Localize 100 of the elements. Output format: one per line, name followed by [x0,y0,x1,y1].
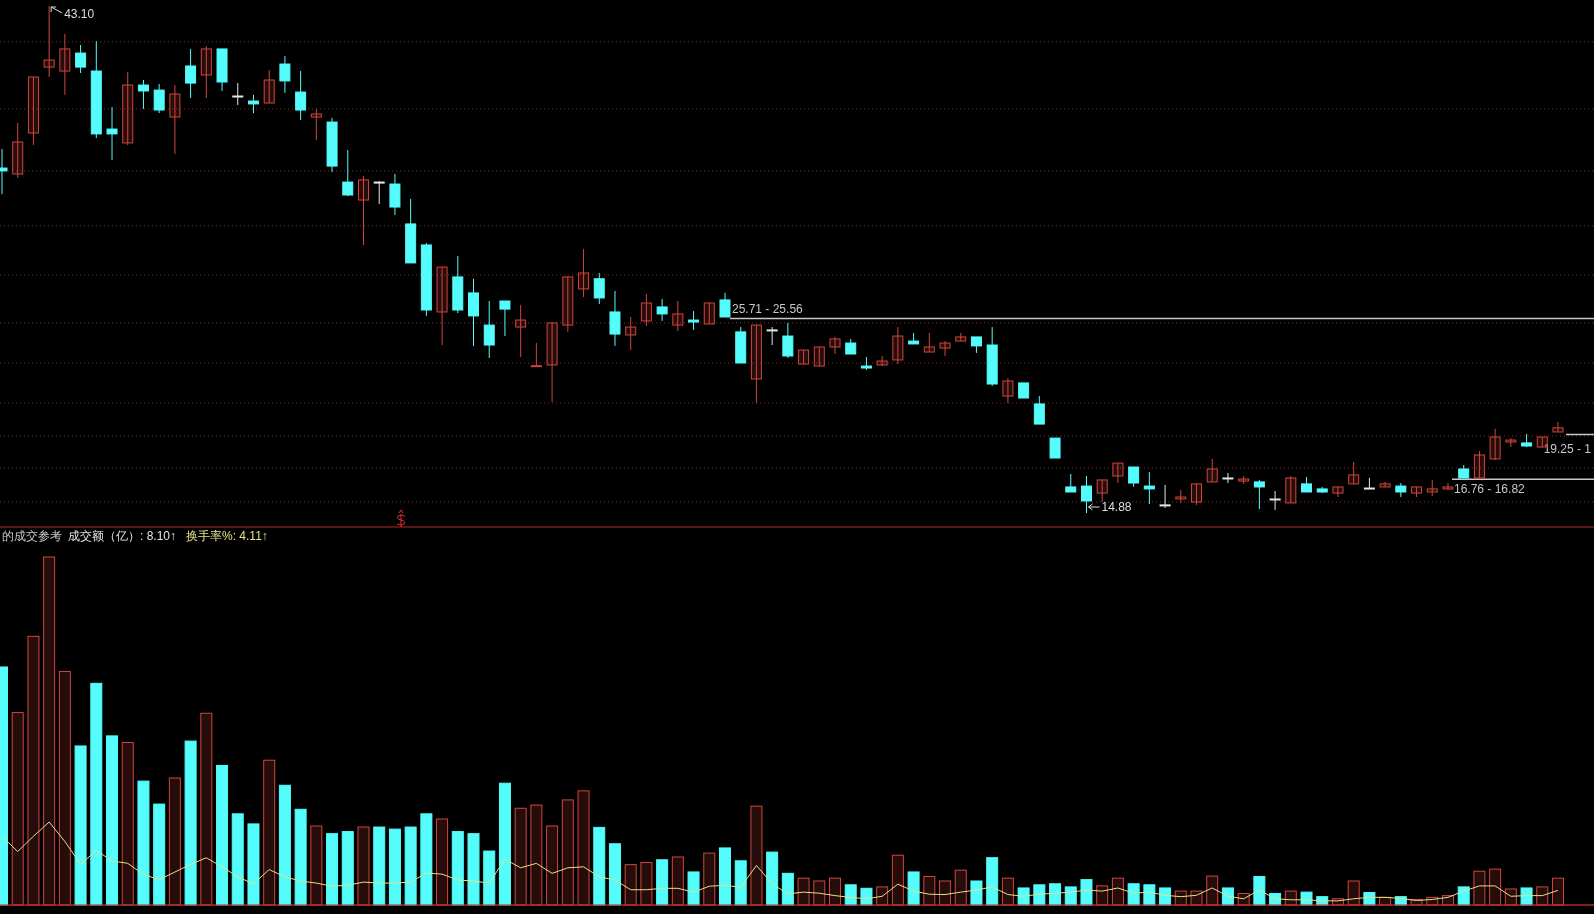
bar [420,813,433,906]
candlestick [1253,479,1265,510]
candlestick [1505,437,1517,448]
candlestick [876,355,888,367]
candlestick [939,340,951,357]
candlestick [1442,482,1454,491]
bar [608,843,621,906]
candlestick [1379,481,1391,488]
bar [357,826,370,906]
candlestick [1128,466,1140,488]
candlestick [1033,395,1045,425]
candlestick [358,175,369,246]
annotation: 14.88 [1101,500,1132,514]
candlestick [310,108,322,141]
candlestick [703,302,715,325]
bar [718,847,731,906]
candlestick [263,69,275,104]
bar [546,825,559,906]
chart-title: 的成交参考 [2,529,62,543]
bar [671,856,684,906]
candlestick [1348,461,1360,485]
series-label: 成交额（亿） [68,529,140,543]
candlestick [1191,483,1203,506]
candlestick [923,332,935,353]
candlestick [1269,490,1281,511]
bar [106,735,119,906]
candlestick [75,44,87,74]
candlestick [656,298,668,322]
candlestick [1473,450,1485,479]
bar [467,833,480,906]
bar [1473,870,1486,906]
candlestick [1175,489,1187,504]
bar [781,872,794,906]
candlestick [1206,458,1218,483]
candlestick [1143,471,1155,505]
candlestick [1159,484,1171,509]
bar [687,871,700,906]
candlestick [1096,479,1108,503]
bar [74,745,87,906]
bar [970,880,983,906]
ref-line-label: 16.76 - 16.82 [1454,482,1526,497]
candlestick [185,48,197,99]
candlestick [1552,421,1564,433]
bar [1489,868,1502,906]
bar [263,759,276,906]
candlestick [892,326,904,365]
candlestick [1489,428,1501,461]
bar [11,712,24,906]
bar [247,823,260,906]
bar [27,635,40,906]
bar [891,854,904,906]
bar [860,887,873,906]
bar [1552,877,1564,906]
bar [1347,880,1360,906]
bar [1253,875,1266,906]
bar [907,871,920,906]
candlestick [153,83,165,114]
bar [954,869,967,906]
candlestick [578,248,590,298]
text: : 8.10↑ [140,529,177,543]
bar [624,864,637,906]
ref-line-label: 25.71 - 25.56 [732,302,804,317]
bar [939,880,952,906]
text: 换手率% [186,529,233,543]
annotation: 43.10 [64,7,95,21]
candlestick [468,278,480,347]
candlestick [1080,475,1092,514]
bar [231,813,244,906]
candlestick [750,324,762,404]
candlestick [106,106,118,161]
candlestick [798,349,810,365]
candlestick [1049,437,1061,459]
candlestick [1112,462,1124,484]
candlestick [1002,377,1014,404]
bar [404,826,417,906]
candlestick [27,76,39,146]
bar [294,808,307,906]
bar [986,857,999,906]
candlestick [122,71,134,146]
candlestick [43,5,55,78]
bar [1190,890,1203,906]
candlestick [436,266,448,346]
bar [797,877,810,906]
candlestick [1238,475,1250,485]
text: : 4.11↑ [232,529,268,543]
candlestick [59,33,71,96]
candlestick [1411,486,1423,498]
candlestick [12,122,24,179]
bar [278,784,291,906]
candlestick [609,290,621,347]
bar [43,556,56,906]
candlestick [955,332,967,342]
candlestick [782,322,794,359]
bar [121,741,134,906]
bar [341,831,354,906]
candlestick [483,300,495,359]
candlestick [247,94,259,114]
bar [388,828,401,906]
bar [514,807,527,906]
candlestick [1222,472,1234,484]
